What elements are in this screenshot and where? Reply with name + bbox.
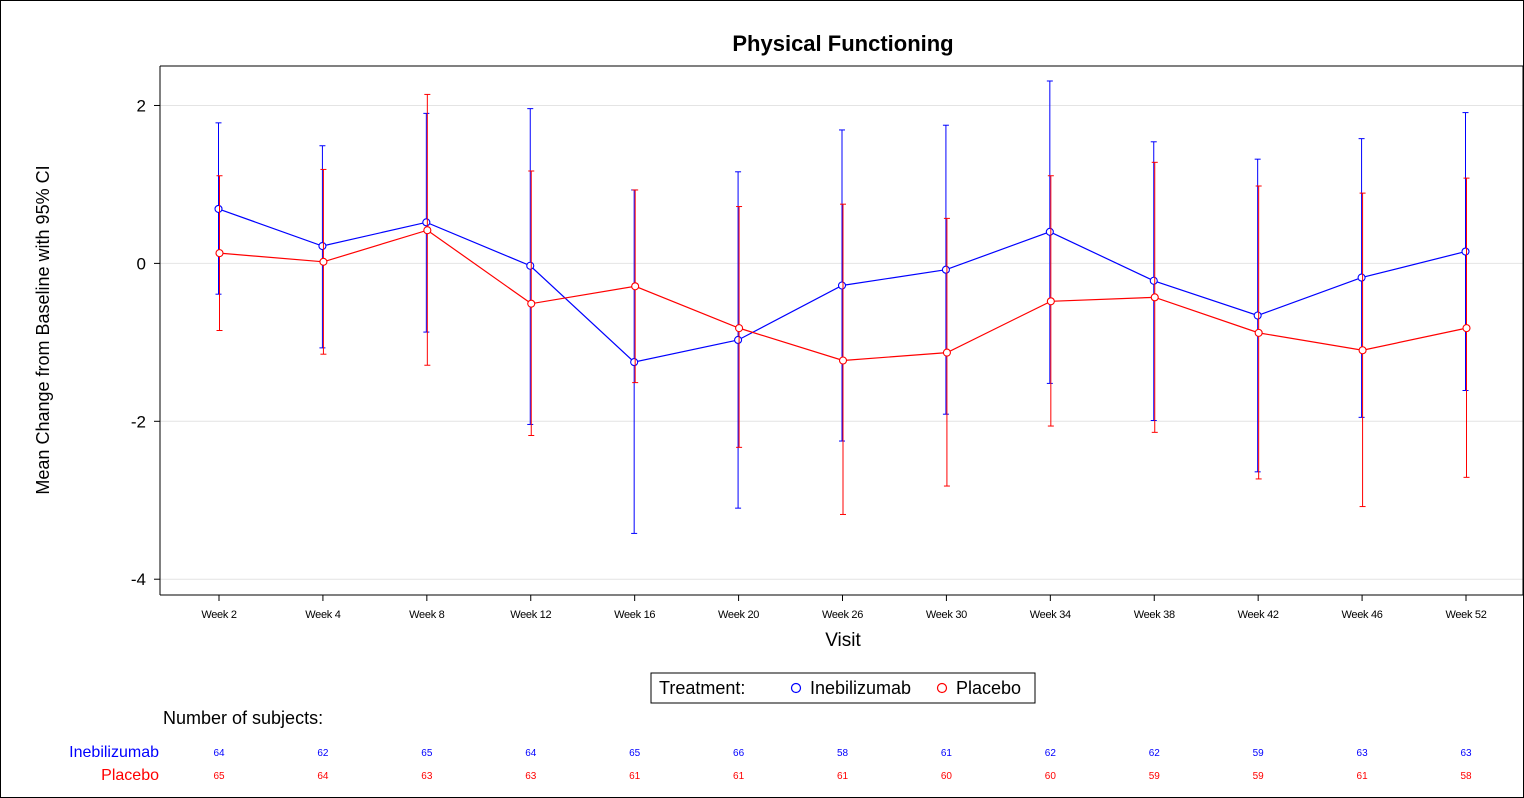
placebo-legend-marker [936,682,948,694]
x-tick-label-12: Week 52 [1445,609,1486,621]
placebo-count-12: 58 [1460,771,1472,782]
inebilizumab-count-4: 65 [629,748,641,759]
inebilizumab-count-6: 58 [837,748,849,759]
placebo-point-3 [527,299,536,308]
inebilizumab-point-10 [1253,311,1262,320]
x-tick-label-9: Week 38 [1134,609,1175,621]
placebo-count-6: 61 [837,771,849,782]
placebo-point-4 [631,282,640,291]
inebilizumab-point-9 [1149,276,1158,285]
placebo-point-12 [1462,324,1471,333]
placebo-point-9 [1150,293,1159,302]
placebo-point-11 [1358,346,1367,355]
inebilizumab-point-2 [422,218,431,227]
y-tick-label-3: -4 [131,570,146,589]
x-tick-label-3: Week 12 [510,609,551,621]
subjects-title: Number of subjects: [163,708,323,728]
x-axis-label: Visit [825,630,861,651]
inebilizumab-point-7 [941,265,950,274]
inebilizumab-count-10: 59 [1253,748,1265,759]
placebo-count-0: 65 [213,771,225,782]
inebilizumab-count-2: 65 [421,748,433,759]
inebilizumab-point-6 [837,281,847,290]
placebo-count-4: 61 [629,771,641,782]
placebo-count-5: 61 [733,771,745,782]
inebilizumab-point-4 [630,358,639,367]
placebo-point-7 [942,348,951,357]
inebilizumab-point-1 [318,241,327,251]
placebo-count-1: 64 [317,771,329,782]
inebilizumab-count-5: 66 [733,748,745,759]
x-tick-label-7: Week 30 [926,609,967,621]
placebo-count-7: 60 [941,771,953,782]
inebilizumab-legend-label: Inebilizumab [810,678,911,698]
inebilizumab-count-0: 64 [213,748,225,759]
inebilizumab-count-1: 62 [317,748,329,759]
placebo-point-1 [319,257,328,266]
legend-box [650,672,1036,704]
y-tick-label-1: 0 [137,254,146,273]
placebo-point-6 [838,356,848,365]
x-tick-label-6: Week 26 [822,609,863,621]
placebo-point-0 [215,249,224,258]
inebilizumab-count-8: 62 [1045,748,1057,759]
x-tick-label-11: Week 46 [1342,609,1383,621]
x-tick-label-10: Week 42 [1238,609,1279,621]
placebo-point-5 [735,324,744,333]
placebo-point-2 [423,226,432,235]
inebilizumab-point-0 [214,204,223,213]
y-axis-label: Mean Change from Baseline with 95% CI [33,165,53,494]
placebo-point-10 [1254,328,1263,337]
placebo-count-8: 60 [1045,771,1057,782]
inebilizumab-count-11: 63 [1357,748,1369,759]
x-tick-label-4: Week 16 [614,609,655,621]
inebilizumab-point-5 [734,335,743,345]
inebilizumab-point-3 [526,261,535,270]
legend-title: Treatment: [659,678,745,698]
y-tick-label-0: 2 [137,96,146,115]
y-tick-label-2: -2 [131,412,146,431]
inebilizumab-count-3: 64 [525,748,537,759]
x-tick-label-8: Week 34 [1030,609,1071,621]
inebilizumab-legend-marker [790,682,802,694]
chart-title: Physical Functioning [732,31,953,56]
inebilizumab-count-9: 62 [1149,748,1161,759]
x-tick-label-5: Week 20 [718,609,759,621]
inebilizumab-subjects-label: Inebilizumab [69,744,159,761]
placebo-legend-label: Placebo [956,678,1021,698]
placebo-count-3: 63 [525,771,537,782]
placebo-count-10: 59 [1253,771,1265,782]
placebo-count-2: 63 [421,771,433,782]
x-tick-label-0: Week 2 [201,609,236,621]
placebo-count-11: 61 [1357,771,1369,782]
x-tick-label-1: Week 4 [305,609,340,621]
inebilizumab-point-8 [1045,227,1054,236]
inebilizumab-count-12: 63 [1460,748,1472,759]
placebo-point-8 [1046,297,1055,306]
placebo-subjects-label: Placebo [101,767,159,784]
placebo-count-9: 59 [1149,771,1161,782]
inebilizumab-count-7: 61 [941,748,953,759]
x-tick-label-2: Week 8 [409,609,444,621]
inebilizumab-point-11 [1357,273,1366,282]
inebilizumab-point-12 [1461,247,1470,256]
